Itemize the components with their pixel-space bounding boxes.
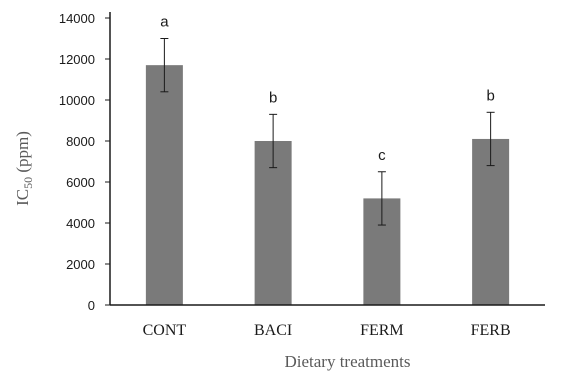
- y-axis-title-subscript: 50: [21, 177, 35, 189]
- y-tick-label: 4000: [66, 216, 95, 231]
- significance-label-ferb: b: [486, 87, 494, 104]
- x-axis-categories: CONT BACI FERM FERB: [143, 322, 511, 339]
- y-tick-label: 14000: [59, 11, 95, 26]
- y-axis-title-prefix: IC: [13, 189, 32, 206]
- y-axis-ticks: 0 2000 4000 6000 8000 10000 12000 14000: [59, 11, 110, 313]
- y-tick-label: 8000: [66, 134, 95, 149]
- bar-baci: [254, 141, 292, 305]
- y-tick-label: 12000: [59, 52, 95, 67]
- y-tick-label: 6000: [66, 175, 95, 190]
- significance-label-baci: b: [269, 89, 277, 106]
- bar-ferb: [472, 138, 510, 305]
- y-axis-title: IC50 (ppm): [13, 131, 35, 206]
- y-tick-label: 2000: [66, 257, 95, 272]
- y-axis-title-suffix: (ppm): [13, 131, 32, 177]
- x-axis-title: Dietary treatments: [284, 352, 410, 371]
- significance-label-cont: a: [160, 14, 169, 31]
- y-tick-label: 10000: [59, 93, 95, 108]
- category-label-ferm: FERM: [360, 322, 404, 339]
- significance-labels-group: a b c b: [160, 14, 495, 164]
- error-bars-group: [160, 38, 495, 226]
- category-label-cont: CONT: [143, 322, 187, 339]
- significance-label-ferm: c: [378, 147, 386, 164]
- bar-cont: [145, 65, 183, 306]
- category-label-ferb: FERB: [471, 322, 511, 339]
- category-label-baci: BACI: [254, 322, 292, 339]
- y-tick-label: 0: [88, 298, 95, 313]
- bars-group: [145, 65, 510, 306]
